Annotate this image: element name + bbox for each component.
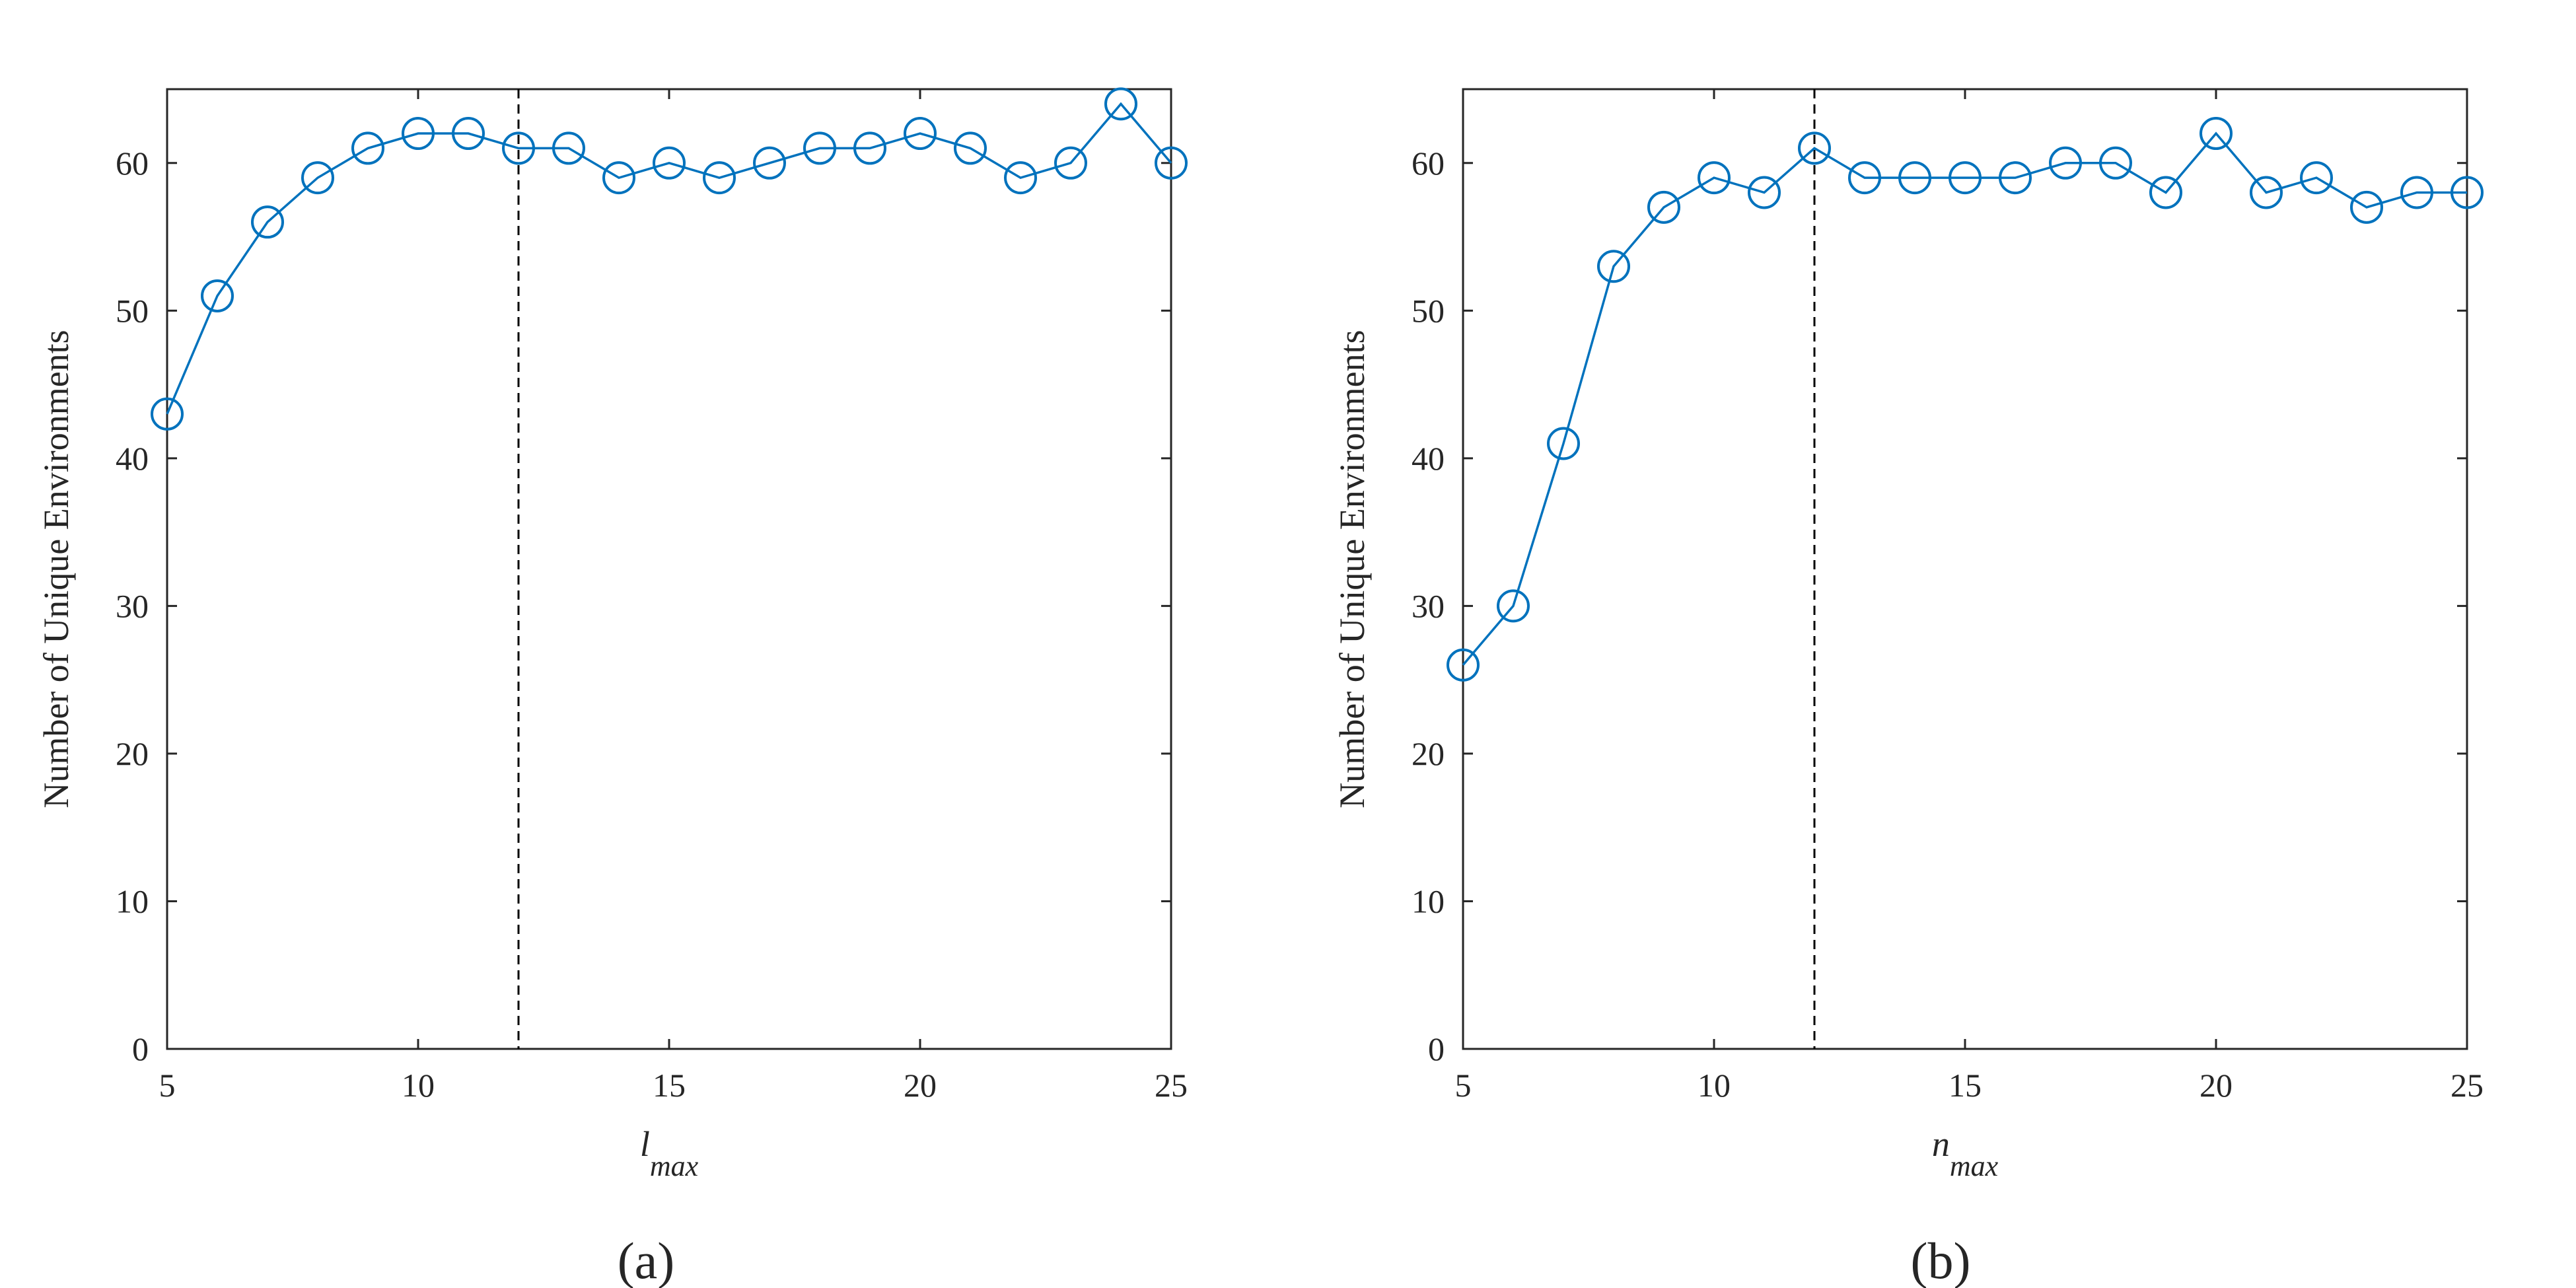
data-point: [1547, 427, 1580, 460]
data-point: [2300, 161, 2333, 195]
y-axis-label: Number of Unique Environments: [1332, 330, 1372, 808]
y-tick-label: 20: [1412, 735, 1445, 772]
x-axis-label-main: l: [640, 1124, 650, 1164]
data-point: [402, 117, 435, 151]
data-point: [1798, 131, 1831, 165]
y-tick-label: 10: [1412, 882, 1445, 919]
data-point: [2250, 176, 2283, 209]
data-point: [2350, 190, 2383, 224]
data-point: [1155, 146, 1188, 180]
data-point: [502, 131, 535, 165]
data-point: [753, 146, 786, 180]
data-point: [351, 131, 384, 165]
y-tick-label: 0: [1428, 1030, 1445, 1067]
y-tick-label: 60: [116, 145, 149, 182]
panel-b: 5 10 15 20 25 0 10 20 30 40 50 60 Number of Unique E…: [1332, 88, 2484, 1288]
x-tick-label: 25: [2451, 1067, 2484, 1104]
data-point: [2400, 176, 2433, 209]
plot-frame: [1462, 88, 2468, 1050]
data-point: [1999, 161, 2032, 195]
plot-frame: [166, 88, 1172, 1050]
data-point: [301, 161, 334, 195]
y-tick-label: 40: [116, 440, 149, 477]
y-tick-label: 0: [132, 1030, 149, 1067]
data-point: [1698, 161, 1731, 195]
data-point: [452, 117, 485, 151]
x-tick-label: 15: [653, 1067, 686, 1104]
data-point: [251, 205, 284, 239]
x-tick-label: 25: [1155, 1067, 1188, 1104]
x-axis-label: lmax: [640, 1124, 699, 1182]
data-point: [803, 131, 836, 165]
y-tick-label: 50: [116, 292, 149, 329]
data-point: [904, 117, 937, 151]
x-axis-label-subscript: max: [650, 1150, 699, 1182]
x-axis-label-subscript: max: [1950, 1150, 1999, 1182]
x-tick-label: 10: [1698, 1067, 1731, 1104]
panel-label: (a): [618, 1232, 675, 1288]
x-axis-label-main: n: [1932, 1124, 1950, 1164]
data-point: [602, 161, 635, 195]
data-point: [1848, 161, 1881, 195]
x-axis-label: nmax: [1932, 1124, 1999, 1182]
y-axis-label: Number of Unique Environments: [36, 330, 76, 808]
data-point: [552, 131, 585, 165]
data-point: [954, 131, 987, 165]
x-tick-label: 10: [402, 1067, 435, 1104]
x-tick-label: 5: [1455, 1067, 1472, 1104]
y-tick-label: 30: [1412, 587, 1445, 624]
y-tick-label: 30: [116, 587, 149, 624]
y-tick-label: 60: [1412, 145, 1445, 182]
x-tick-label: 15: [1949, 1067, 1982, 1104]
data-point: [1104, 87, 1137, 121]
data-point: [853, 131, 886, 165]
data-point: [1447, 648, 1480, 682]
y-tick-label: 50: [1412, 292, 1445, 329]
data-point: [2200, 117, 2233, 151]
data-point: [1497, 589, 1530, 623]
data-point: [1597, 250, 1630, 283]
data-point: [2451, 176, 2484, 209]
data-point: [2049, 146, 2082, 180]
x-tick-label: 5: [159, 1067, 176, 1104]
data-point: [653, 146, 686, 180]
data-point: [1748, 176, 1781, 209]
data-point: [1898, 161, 1931, 195]
data-point: [1054, 146, 1087, 180]
y-tick-label: 20: [116, 735, 149, 772]
y-tick-label: 40: [1412, 440, 1445, 477]
panel-label: (b): [1911, 1232, 1971, 1288]
series-line: [166, 102, 1172, 415]
data-point: [1004, 161, 1037, 195]
x-tick-label: 20: [2200, 1067, 2233, 1104]
data-point: [1949, 161, 1982, 195]
panel-a: 5 10 15 20 25 0 10 20 30 40 50 60 Number of Unique E…: [36, 87, 1188, 1288]
data-point: [2099, 146, 2132, 180]
y-tick-label: 10: [116, 882, 149, 919]
data-point: [703, 161, 736, 195]
data-point: [201, 279, 234, 312]
series-line: [1462, 131, 2467, 666]
x-tick-label: 20: [904, 1067, 937, 1104]
data-point: [1647, 190, 1680, 224]
data-point: [151, 397, 184, 431]
data-point: [2149, 176, 2182, 209]
